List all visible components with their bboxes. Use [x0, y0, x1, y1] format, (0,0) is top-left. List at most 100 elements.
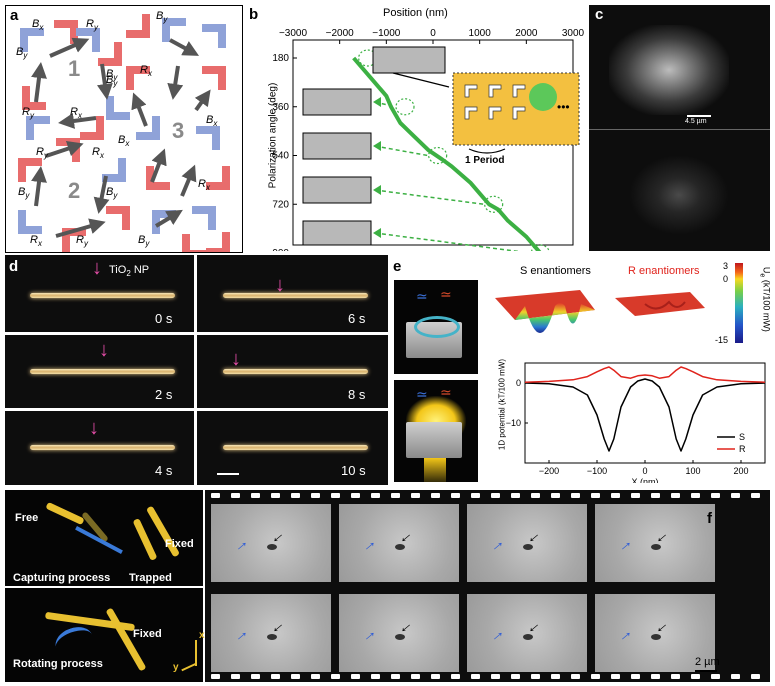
sprocket-hole [311, 674, 320, 679]
sprocket-hole [311, 493, 320, 498]
axis-y-label: y [173, 662, 179, 673]
time-label: 2 s [155, 387, 173, 402]
sprocket-hole [511, 674, 520, 679]
panel-a: a 1 2 3 Bx Ry By Rx Ry By By Rx Bx Bx By Ry Rx By By Rx… [5, 5, 243, 253]
split-ring-corner [162, 18, 186, 42]
motion-arrow [131, 92, 148, 127]
sprocket-hole [471, 493, 480, 498]
split-ring-corner [196, 126, 220, 150]
y-axis-title: Polarization angle (deg) [267, 82, 279, 189]
microscope-frame: → → [339, 504, 459, 582]
fixed-label: Fixed [165, 538, 194, 550]
split-ring-corner [126, 66, 150, 90]
trapped-label: Trapped [129, 572, 172, 584]
period-label: 1 Period [465, 155, 504, 166]
y-tick-label: 540 [272, 151, 289, 162]
sprocket-hole [471, 674, 480, 679]
panel-label: c [595, 6, 604, 23]
rotating-label: Rotating process [13, 658, 103, 670]
scale-bar-label: 2 µm [695, 656, 720, 668]
np-arrow-icon: ↓ [275, 274, 285, 296]
sprocket-hole [351, 493, 360, 498]
y-tick-label: 900 [272, 248, 289, 251]
split-ring-elements [18, 14, 230, 252]
sprocket-hole [271, 493, 280, 498]
sprocket-hole [731, 493, 740, 498]
panel-b: b Position (nm) −3000 −2000 −1000 0 1000 2000… [243, 5, 585, 251]
nanowire [223, 293, 368, 298]
substrate-block [406, 422, 462, 458]
split-ring-corner [146, 166, 170, 190]
particle-spot [395, 634, 405, 640]
motion-arrow [93, 175, 110, 214]
scale-bar [687, 115, 711, 117]
field-label: By [106, 186, 118, 201]
field-label: By [106, 74, 118, 89]
field-label: By [18, 186, 30, 201]
blue-arrow-icon: → [357, 622, 381, 647]
element-icon [488, 106, 502, 120]
split-ring-corner [202, 66, 226, 90]
panel-label: f [707, 510, 712, 527]
nanowire [30, 293, 175, 298]
x-tick-label: −1000 [372, 28, 401, 39]
split-ring-corner [192, 206, 216, 230]
split-ring-corner [202, 24, 226, 48]
split-ring-corner [98, 42, 122, 66]
time-label: 4 s [155, 463, 173, 478]
field-label: Bx [32, 18, 44, 33]
field-label: By [138, 234, 150, 249]
panel-e: e ≃ ≃ ≃ ≃ S enantiomers R enantiomers [390, 255, 770, 485]
field-label: Rx [198, 178, 210, 193]
time-label: 10 s [341, 463, 366, 478]
np-arrow-icon: ↓ [231, 348, 241, 370]
sprocket-hole [551, 493, 560, 498]
sprocket-hole [551, 674, 560, 679]
field-label: Bx [206, 114, 218, 129]
sprocket-hole [651, 674, 660, 679]
microscope-frame: → → [595, 594, 715, 672]
microscope-inset [302, 220, 372, 246]
particle-spot [651, 544, 661, 550]
microscope-inset [302, 88, 372, 116]
motion-arrow [49, 37, 90, 58]
split-ring-corner [22, 86, 46, 110]
sprocket-hole [331, 493, 340, 498]
particle-spot [523, 544, 533, 550]
panel-f: → → → → → → → → → → → → → → → → Free Fixed Trapped Capt… [5, 490, 770, 682]
sprocket-hole [411, 493, 420, 498]
colorbar-label: Ue (kT/100 mW) [758, 267, 770, 332]
motion-arrow [55, 218, 106, 238]
microscope-frame: → → [339, 594, 459, 672]
position-marker [428, 146, 448, 165]
element-icon [488, 84, 502, 98]
panel-label: d [9, 258, 19, 275]
field-label: Rx [30, 234, 42, 249]
position-marker [395, 98, 415, 116]
grid-hline-2 [5, 408, 388, 411]
sprocket-hole [491, 674, 500, 679]
split-ring-corner [206, 166, 230, 190]
inset-arrow [373, 141, 381, 151]
sprocket-hole [371, 493, 380, 498]
sprocket-hole [691, 493, 700, 498]
zoom-line [392, 72, 450, 88]
sprocket-hole [291, 493, 300, 498]
split-ring-corner [76, 28, 100, 52]
illustration-top: ≃ ≃ [394, 280, 478, 374]
sprocket-hole [231, 493, 240, 498]
field-label: By [16, 46, 28, 61]
particle-spot [651, 634, 661, 640]
sprocket-hole [691, 674, 700, 679]
colorbar-tick: 3 [723, 261, 729, 271]
x-tick-label: 1000 [469, 28, 492, 39]
particle-spot [523, 634, 533, 640]
panel-a-diagram [18, 14, 230, 252]
sprocket-hole [611, 674, 620, 679]
sprocket-hole [511, 493, 520, 498]
sprocket-hole [611, 493, 620, 498]
light-beam [424, 458, 446, 482]
sprocket-hole [591, 674, 600, 679]
blue-arrow-icon: → [229, 532, 253, 557]
field-label: Ry [76, 234, 88, 249]
